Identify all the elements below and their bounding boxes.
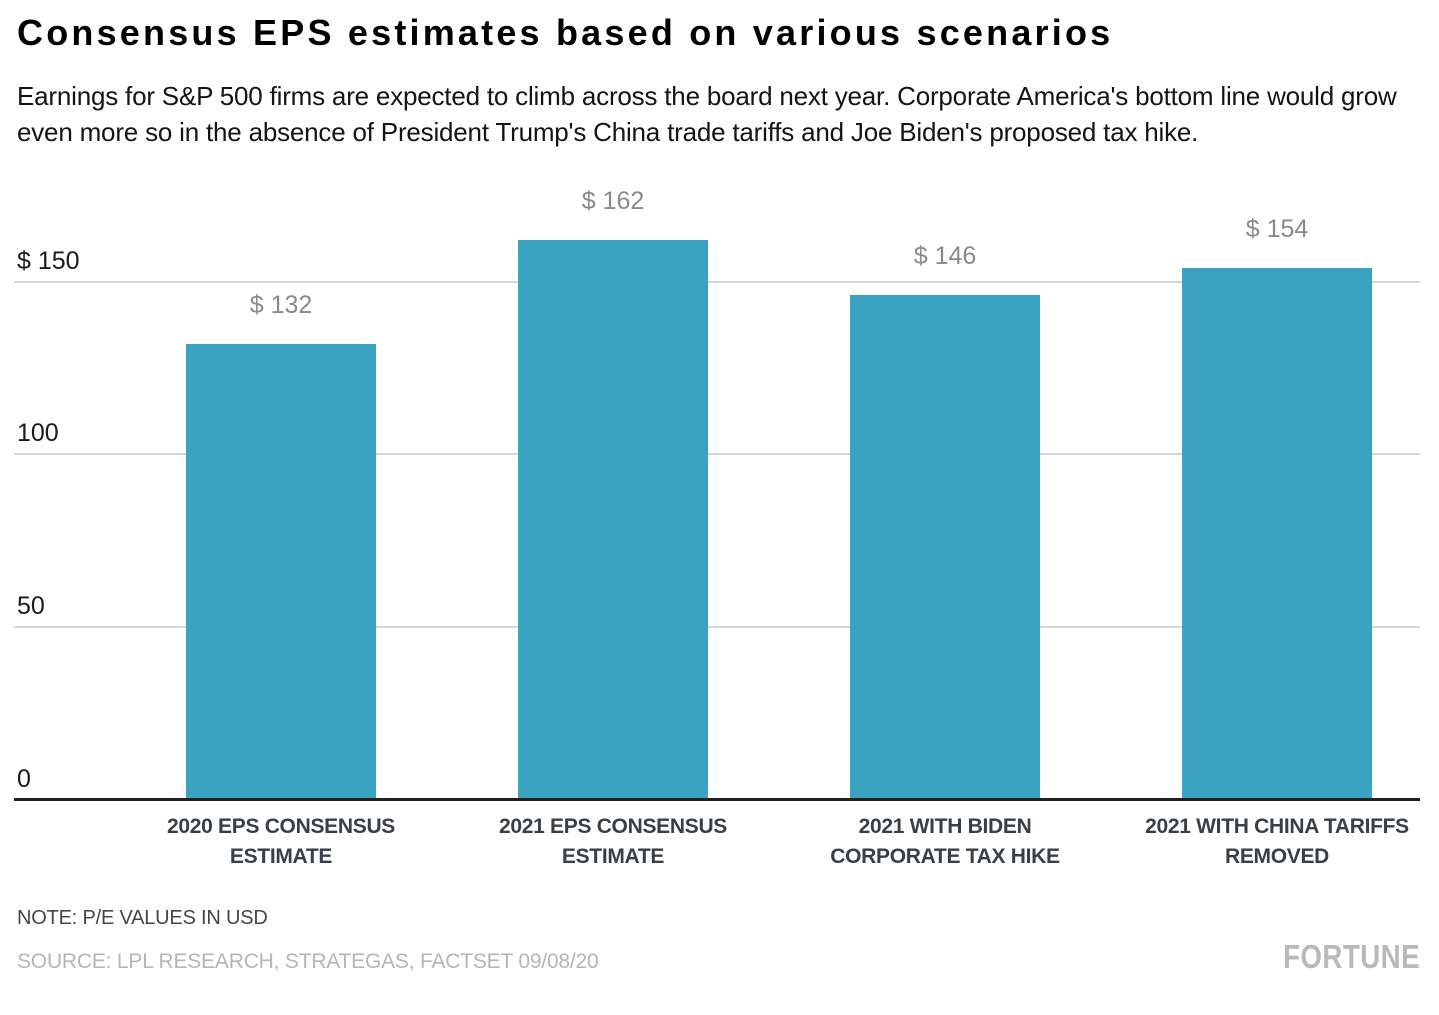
- chart-title: Consensus EPS estimates based on various…: [17, 12, 1114, 53]
- y-tick-label: 0: [17, 765, 31, 793]
- y-tick-label: $ 150: [17, 246, 80, 275]
- y-tick-label: 100: [17, 419, 59, 448]
- fortune-logo: FORTUNE: [1283, 938, 1420, 975]
- x-category-label: 2021 EPS CONSENSUS ESTIMATE: [498, 815, 728, 868]
- x-category-label: 2021 WITH CHINA TARIFFS REMOVED: [1145, 815, 1409, 868]
- bar-value-label: $ 162: [581, 187, 645, 216]
- y-gridline: [14, 626, 1420, 629]
- chart-subtitle: Earnings for S&P 500 firms are expected …: [17, 81, 1397, 147]
- bar-value-label: $ 146: [913, 242, 977, 271]
- bar: [1182, 267, 1372, 800]
- x-category-label: 2021 WITH BIDEN CORPORATE TAX HIKE: [830, 815, 1060, 868]
- y-gridline: [14, 453, 1420, 456]
- bar-value-label: $ 154: [1245, 214, 1309, 243]
- chart-note: NOTE: P/E VALUES IN USD: [17, 907, 268, 929]
- y-tick-label: 50: [17, 592, 45, 621]
- bar-value-label: $ 132: [249, 290, 313, 319]
- x-category-label: 2020 EPS CONSENSUS ESTIMATE: [166, 815, 396, 868]
- bar: [518, 240, 708, 800]
- chart-source: SOURCE: LPL RESEARCH, STRATEGAS, FACTSET…: [17, 950, 599, 973]
- x-axis-line: [14, 798, 1420, 801]
- bar: [186, 343, 376, 800]
- bar: [850, 295, 1040, 800]
- y-gridline: [14, 280, 1420, 283]
